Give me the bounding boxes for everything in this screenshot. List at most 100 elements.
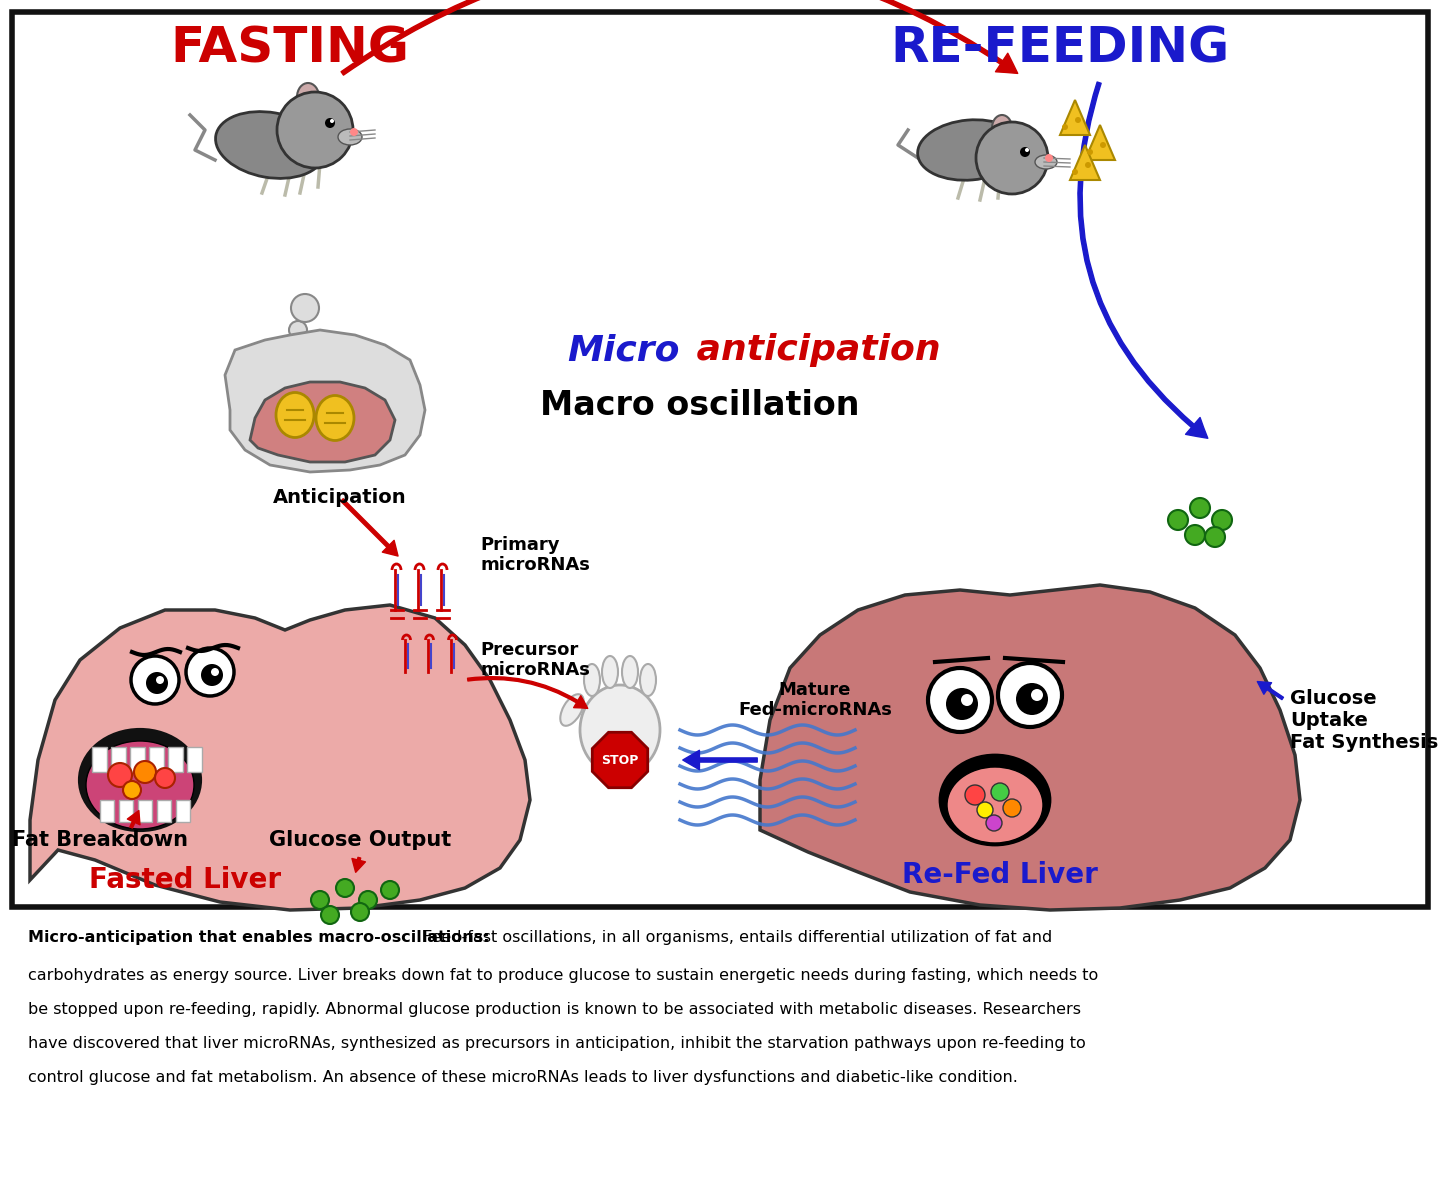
Circle shape: [291, 295, 320, 322]
Text: Anticipation: Anticipation: [274, 489, 408, 508]
Bar: [148, 746, 164, 772]
Circle shape: [156, 768, 176, 788]
Text: Micro: Micro: [567, 332, 680, 367]
Circle shape: [1084, 162, 1092, 168]
Ellipse shape: [1035, 155, 1057, 169]
Text: carbohydrates as energy source. Liver breaks down fat to produce glucose to sust: carbohydrates as energy source. Liver br…: [27, 968, 1099, 983]
Text: Glucose
Uptake
Fat Synthesis: Glucose Uptake Fat Synthesis: [1290, 689, 1439, 751]
Circle shape: [131, 657, 179, 704]
Circle shape: [351, 903, 369, 922]
Circle shape: [991, 783, 1009, 801]
Circle shape: [927, 668, 992, 732]
Circle shape: [976, 802, 994, 817]
Circle shape: [1071, 169, 1079, 175]
FancyArrowPatch shape: [127, 810, 140, 828]
Text: Primary
microRNAs: Primary microRNAs: [480, 536, 590, 575]
Text: RE-FEEDING: RE-FEEDING: [890, 24, 1230, 72]
Circle shape: [998, 662, 1063, 728]
Circle shape: [284, 349, 297, 361]
Ellipse shape: [602, 657, 618, 689]
Bar: [176, 800, 190, 822]
Circle shape: [108, 763, 132, 787]
Text: Macro oscillation: Macro oscillation: [540, 388, 860, 421]
Text: Fat Breakdown: Fat Breakdown: [12, 830, 189, 851]
Circle shape: [156, 675, 164, 684]
Bar: [12, 12, 1428, 907]
FancyArrowPatch shape: [341, 0, 1018, 75]
Circle shape: [359, 891, 377, 909]
Bar: [111, 746, 127, 772]
Circle shape: [960, 694, 973, 706]
Ellipse shape: [585, 664, 600, 696]
Polygon shape: [251, 382, 395, 463]
FancyArrowPatch shape: [351, 858, 366, 872]
Ellipse shape: [297, 83, 320, 111]
Circle shape: [986, 815, 1002, 830]
Text: have discovered that liver microRNAs, synthesized as precursors in anticipation,: have discovered that liver microRNAs, sy…: [27, 1036, 1086, 1051]
Circle shape: [1168, 510, 1188, 530]
Ellipse shape: [917, 119, 1022, 180]
Circle shape: [145, 672, 168, 694]
Polygon shape: [1070, 146, 1100, 180]
FancyArrowPatch shape: [1079, 82, 1208, 438]
Circle shape: [382, 881, 399, 899]
Bar: [138, 800, 153, 822]
Circle shape: [325, 118, 336, 128]
FancyArrowPatch shape: [1257, 681, 1283, 699]
Polygon shape: [225, 330, 425, 472]
Circle shape: [1100, 142, 1106, 148]
Circle shape: [212, 668, 219, 675]
Text: Feed-fast oscillations, in all organisms, entails differential utilization of fa: Feed-fast oscillations, in all organisms…: [418, 930, 1053, 945]
Bar: [99, 800, 114, 822]
Circle shape: [1025, 148, 1030, 151]
Circle shape: [1185, 525, 1205, 545]
Circle shape: [946, 689, 978, 720]
Circle shape: [321, 906, 338, 924]
Circle shape: [1045, 154, 1053, 162]
Circle shape: [1189, 498, 1210, 518]
Bar: [157, 800, 171, 822]
Text: Precursor
microRNAs: Precursor microRNAs: [480, 641, 590, 679]
Circle shape: [1087, 149, 1093, 155]
Text: anticipation: anticipation: [684, 332, 940, 367]
FancyArrowPatch shape: [341, 499, 397, 556]
Polygon shape: [30, 605, 530, 910]
FancyArrowPatch shape: [468, 677, 588, 709]
Bar: [130, 746, 145, 772]
Bar: [187, 746, 202, 772]
Circle shape: [1031, 689, 1043, 702]
Circle shape: [122, 781, 141, 799]
Ellipse shape: [580, 685, 660, 775]
Polygon shape: [1084, 125, 1115, 160]
Text: Re-Fed Liver: Re-Fed Liver: [901, 861, 1097, 888]
Text: STOP: STOP: [602, 754, 639, 767]
Circle shape: [1063, 124, 1068, 130]
Bar: [92, 746, 107, 772]
Text: control glucose and fat metabolism. An absence of these microRNAs leads to liver: control glucose and fat metabolism. An a…: [27, 1069, 1018, 1085]
Polygon shape: [592, 732, 648, 788]
Ellipse shape: [560, 694, 583, 726]
Circle shape: [202, 664, 223, 686]
Polygon shape: [1060, 101, 1090, 135]
FancyArrowPatch shape: [683, 750, 757, 770]
Circle shape: [186, 648, 233, 696]
Circle shape: [1076, 117, 1081, 123]
Circle shape: [976, 122, 1048, 194]
Circle shape: [1212, 510, 1233, 530]
Text: Glucose Output: Glucose Output: [269, 830, 451, 851]
Circle shape: [330, 119, 334, 123]
Text: FASTING: FASTING: [170, 24, 409, 72]
Text: Mature
Fed-microRNAs: Mature Fed-microRNAs: [739, 680, 891, 719]
Text: Micro-anticipation that enables macro-oscillations:: Micro-anticipation that enables macro-os…: [27, 930, 490, 945]
Ellipse shape: [992, 115, 1012, 141]
Circle shape: [134, 761, 156, 783]
Circle shape: [311, 891, 328, 909]
Text: Fasted Liver: Fasted Liver: [89, 866, 281, 894]
Ellipse shape: [940, 755, 1050, 845]
Bar: [120, 800, 132, 822]
Ellipse shape: [81, 730, 200, 830]
Ellipse shape: [216, 111, 324, 179]
Circle shape: [1004, 799, 1021, 817]
Circle shape: [1017, 683, 1048, 715]
Ellipse shape: [315, 395, 354, 440]
